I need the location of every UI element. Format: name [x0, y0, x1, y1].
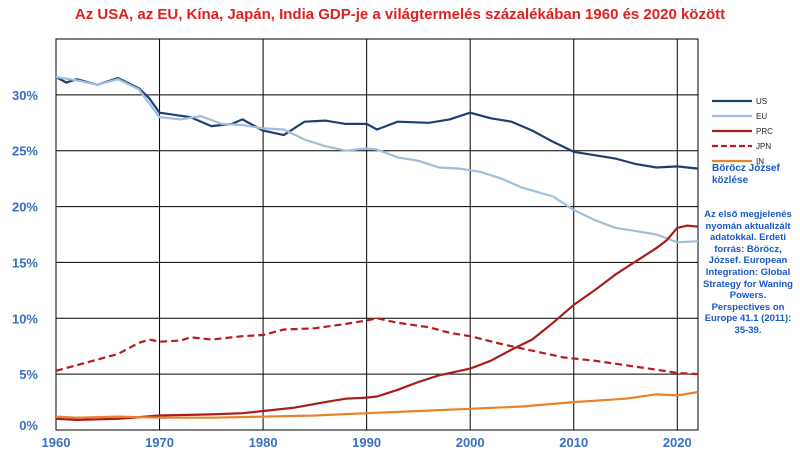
y-tick-label: 25% — [12, 144, 38, 159]
x-axis: 1960 1970 1980 1990 2000 2010 2020 — [42, 435, 692, 450]
legend-label-prc: PRC — [756, 127, 773, 136]
legend-label-in: IN — [756, 157, 764, 166]
source-note: Az első megjelenés nyomán aktualizált ad… — [703, 209, 793, 336]
x-tick-label: 1990 — [352, 435, 381, 450]
chart-title: Az USA, az EU, Kína, Japán, India GDP-je… — [74, 6, 726, 23]
x-tick-label: 1960 — [42, 435, 71, 450]
y-tick-label: 15% — [12, 255, 38, 270]
y-tick-label: 20% — [12, 200, 38, 215]
x-tick-label: 1970 — [145, 435, 174, 450]
x-tick-label: 2000 — [456, 435, 485, 450]
legend-label-jpn: JPN — [756, 142, 771, 151]
y-tick-label: 5% — [19, 367, 38, 382]
legend: US EU PRC JPN IN — [712, 97, 773, 166]
y-tick-label: 0% — [19, 418, 38, 433]
x-tick-label: 2010 — [559, 435, 588, 450]
series-line-us — [55, 76, 699, 170]
series-line-in — [55, 390, 699, 419]
plot-area — [55, 38, 699, 431]
y-tick-label: 10% — [12, 311, 38, 326]
x-tick-label: 1980 — [249, 435, 278, 450]
series-line-eu — [55, 75, 699, 244]
series-line-prc — [55, 224, 699, 421]
grid-lines — [56, 39, 698, 430]
legend-label-eu: EU — [756, 112, 767, 121]
credit-note: Böröcz József közlése — [712, 163, 780, 186]
series-lines — [55, 75, 699, 421]
y-axis: 0% 5% 10% 15% 20% 25% 30% — [12, 88, 38, 433]
legend-label-us: US — [756, 97, 767, 106]
series-line-jpn — [55, 317, 699, 376]
x-tick-label: 2020 — [663, 435, 692, 450]
y-tick-label: 30% — [12, 88, 38, 103]
